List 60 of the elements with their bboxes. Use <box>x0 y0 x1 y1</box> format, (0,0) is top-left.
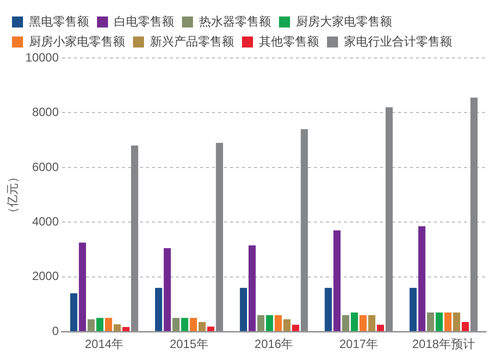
bar <box>216 142 224 332</box>
legend-label: 新兴产品零售额 <box>150 34 234 48</box>
legend-label: 其他零售额 <box>259 34 319 48</box>
x-tick-label: 2016年 <box>254 337 294 352</box>
bar <box>470 98 478 332</box>
bar <box>96 318 104 332</box>
bar <box>198 322 206 332</box>
bar <box>360 315 367 332</box>
bar <box>88 319 95 332</box>
bar <box>114 324 121 332</box>
bar <box>240 288 248 332</box>
y-axis-title: （亿元） <box>6 170 20 219</box>
bar <box>78 242 86 332</box>
bar <box>300 129 308 332</box>
bar <box>333 230 341 332</box>
bar <box>70 293 78 332</box>
bar <box>462 322 469 332</box>
bar <box>181 318 188 332</box>
bar <box>283 319 290 332</box>
bar <box>172 318 180 332</box>
y-tick-label: 8000 <box>32 105 60 120</box>
x-tick-label: 2018年预计 <box>412 337 475 352</box>
bar <box>190 318 197 332</box>
bar <box>410 288 417 332</box>
bar <box>324 288 332 332</box>
bar <box>207 326 214 332</box>
bar <box>122 326 130 332</box>
bar <box>453 312 460 332</box>
legend-label: 厨房大家电零售额 <box>296 14 392 28</box>
bar <box>292 324 300 332</box>
y-tick-label: 6000 <box>32 160 60 174</box>
bar <box>368 315 376 332</box>
bar <box>104 318 112 332</box>
bar <box>426 312 434 332</box>
bar <box>418 226 426 332</box>
x-tick-label: 2017年 <box>339 337 378 352</box>
legend-label: 热水器零售额 <box>199 14 271 28</box>
x-tick-label: 2014年 <box>84 337 124 352</box>
bar <box>436 312 443 332</box>
legend-label: 白电零售额 <box>114 14 174 28</box>
y-tick-label: 10000 <box>25 50 60 64</box>
bar <box>444 312 452 332</box>
y-tick-label: 4000 <box>32 214 60 228</box>
y-tick-label: 0 <box>52 324 60 338</box>
legend-label: 厨房小家电零售额 <box>29 34 125 48</box>
bar <box>266 315 274 332</box>
bar <box>350 312 358 332</box>
bar <box>376 324 384 332</box>
bar <box>164 248 171 332</box>
x-tick-label: 2015年 <box>170 337 208 352</box>
bar <box>257 315 264 332</box>
legend-label: 家电行业合计零售额 <box>344 34 452 48</box>
bar <box>155 288 162 332</box>
bar <box>342 315 350 332</box>
y-tick-label: 2000 <box>32 269 60 284</box>
bar <box>274 315 282 332</box>
bar <box>386 107 393 332</box>
legend-label: 黑电零售额 <box>29 14 89 28</box>
bar <box>248 245 256 332</box>
bar <box>131 146 138 332</box>
